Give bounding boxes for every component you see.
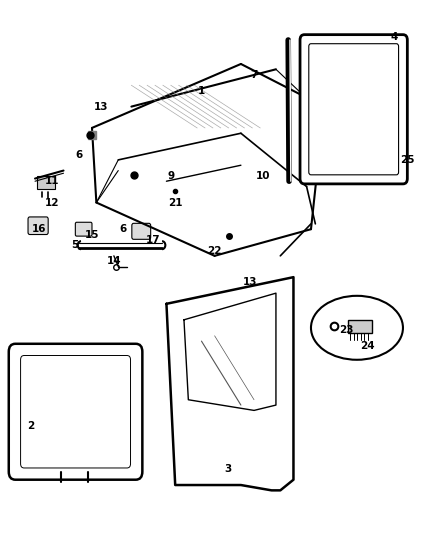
FancyBboxPatch shape	[300, 35, 407, 184]
Text: 7: 7	[251, 70, 258, 79]
FancyBboxPatch shape	[9, 344, 142, 480]
Text: 13: 13	[93, 102, 108, 111]
Text: 6: 6	[119, 224, 126, 234]
Bar	[37, 176, 55, 189]
FancyBboxPatch shape	[309, 44, 399, 175]
Text: 2: 2	[27, 422, 34, 431]
Text: 16: 16	[32, 224, 47, 234]
Text: 10: 10	[255, 171, 270, 181]
Text: 5: 5	[71, 240, 78, 250]
Text: 13: 13	[242, 278, 257, 287]
Text: 17: 17	[146, 235, 161, 245]
Text: 25: 25	[400, 155, 415, 165]
Text: 4: 4	[391, 33, 398, 42]
FancyBboxPatch shape	[75, 222, 92, 236]
Bar	[348, 320, 372, 333]
FancyBboxPatch shape	[21, 356, 131, 468]
Text: 14: 14	[106, 256, 121, 266]
Text: 22: 22	[207, 246, 222, 255]
FancyBboxPatch shape	[28, 217, 48, 235]
Polygon shape	[166, 277, 293, 490]
Text: 21: 21	[168, 198, 183, 207]
Text: 11: 11	[45, 176, 60, 186]
Text: 6: 6	[75, 150, 82, 159]
Text: 15: 15	[85, 230, 99, 239]
Ellipse shape	[311, 296, 403, 360]
Text: 12: 12	[45, 198, 60, 207]
Text: 3: 3	[224, 464, 231, 474]
Text: 24: 24	[360, 342, 375, 351]
Text: 23: 23	[339, 326, 353, 335]
Text: 9: 9	[167, 171, 174, 181]
Text: 1: 1	[198, 86, 205, 95]
FancyBboxPatch shape	[132, 223, 151, 239]
